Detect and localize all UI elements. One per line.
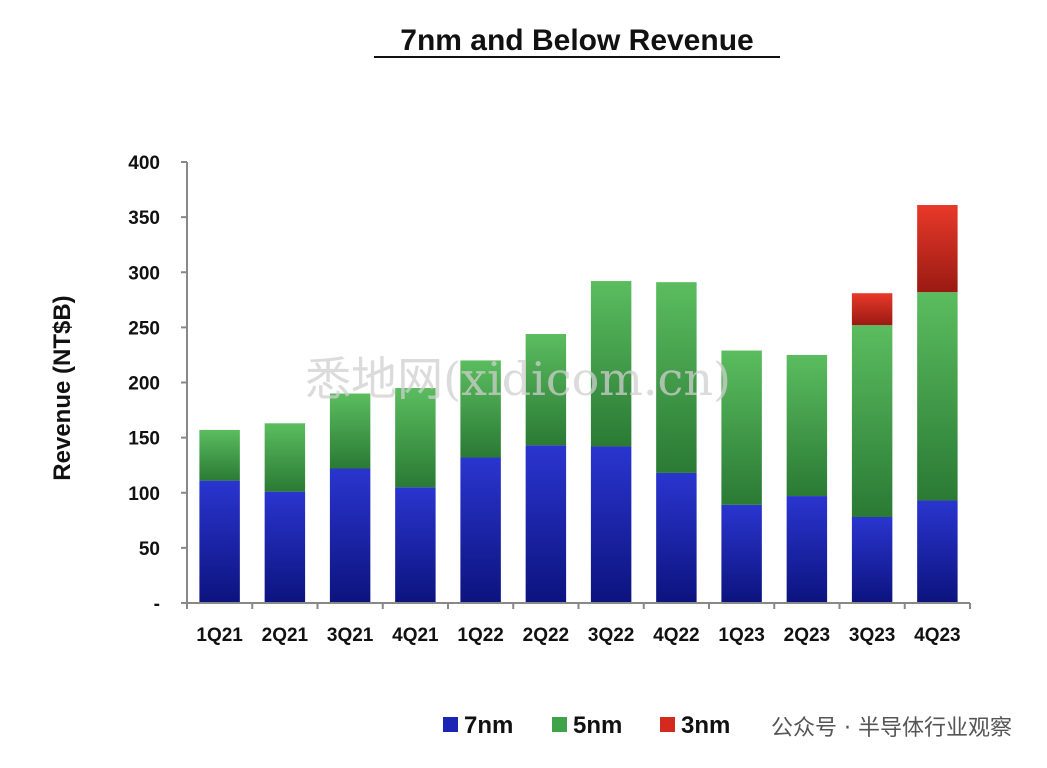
- x-tick-label: 1Q21: [196, 625, 243, 646]
- bar-7nm-3Q22: [590, 446, 632, 603]
- y-tick-label: 50: [139, 539, 160, 560]
- x-tick-label: 2Q21: [262, 625, 309, 646]
- bar-5nm-3Q23: [851, 325, 893, 518]
- bar-7nm-3Q21: [329, 468, 371, 603]
- x-tick-label: 3Q21: [327, 625, 374, 646]
- y-tick-label: -: [154, 594, 160, 615]
- bar-5nm-2Q22: [525, 333, 567, 446]
- legend-label-7nm: 7nm: [464, 712, 513, 739]
- bar-5nm-1Q23: [721, 350, 762, 505]
- bar-5nm-1Q22: [460, 360, 501, 458]
- x-tick-label: 2Q23: [784, 625, 830, 646]
- legend-swatch-5nm: [552, 717, 567, 732]
- bar-7nm-4Q21: [395, 487, 436, 603]
- bar-7nm-4Q22: [656, 472, 697, 603]
- bar-3nm-3Q23: [851, 293, 893, 326]
- y-tick-label: 350: [128, 208, 160, 229]
- y-tick-label: 400: [128, 153, 160, 174]
- y-tick-label: 100: [128, 484, 160, 505]
- x-tick-label: 1Q22: [457, 625, 503, 646]
- y-tick-label: 200: [128, 374, 160, 395]
- chart-title: 7nm and Below Revenue: [400, 24, 753, 57]
- legend-label-5nm: 5nm: [573, 712, 622, 739]
- watermark: 悉地网(xidicom.cn): [305, 352, 731, 406]
- x-tick-label: 2Q22: [523, 625, 569, 646]
- bar-5nm-2Q23: [786, 354, 828, 497]
- x-tick-label: 4Q23: [914, 625, 960, 646]
- bar-5nm-2Q21: [264, 423, 306, 492]
- bar-5nm-4Q22: [656, 282, 697, 473]
- bar-7nm-2Q21: [264, 491, 306, 603]
- footer-text: 公众号 · 半导体行业观察: [771, 716, 1012, 741]
- bar-5nm-3Q22: [590, 281, 632, 447]
- x-tick-label: 1Q23: [718, 625, 764, 646]
- y-tick-label: 300: [128, 263, 160, 284]
- x-tick-label: 4Q21: [392, 625, 439, 646]
- bar-5nm-4Q21: [395, 388, 436, 488]
- x-axis: 1Q21 2Q21 3Q21 4Q21 1Q22 2Q22 3Q22 4Q22 1Q23 2Q23…: [186, 602, 971, 646]
- bar-7nm-1Q21: [199, 480, 240, 603]
- bar-7nm-2Q22: [525, 445, 567, 603]
- bar-7nm-3Q23: [851, 517, 893, 603]
- bar-5nm-1Q21: [199, 429, 240, 481]
- x-tick-label: 3Q23: [849, 625, 895, 646]
- legend-swatch-7nm: [443, 717, 458, 732]
- bar-3nm-4Q23: [917, 204, 958, 293]
- x-tick-label: 3Q22: [588, 625, 634, 646]
- y-tick-label: 150: [128, 429, 160, 450]
- y-tick-label: 250: [128, 318, 160, 339]
- legend-label-3nm: 3nm: [681, 712, 730, 739]
- x-tick-label: 4Q22: [653, 625, 699, 646]
- bar-5nm-4Q23: [917, 292, 958, 501]
- bar-7nm-4Q23: [917, 500, 958, 603]
- legend: 7nm 5nm 3nm: [443, 712, 730, 739]
- bar-7nm-2Q23: [786, 496, 828, 603]
- bar-5nm-3Q21: [329, 393, 371, 469]
- bar-7nm-1Q22: [460, 457, 501, 603]
- y-axis-label: Revenue (NT$B): [49, 295, 76, 480]
- legend-swatch-3nm: [660, 717, 675, 732]
- bar-7nm-1Q23: [721, 504, 762, 603]
- y-axis: - 50 100 150 200 250 300 350 400: [128, 153, 188, 615]
- bars: [199, 204, 958, 603]
